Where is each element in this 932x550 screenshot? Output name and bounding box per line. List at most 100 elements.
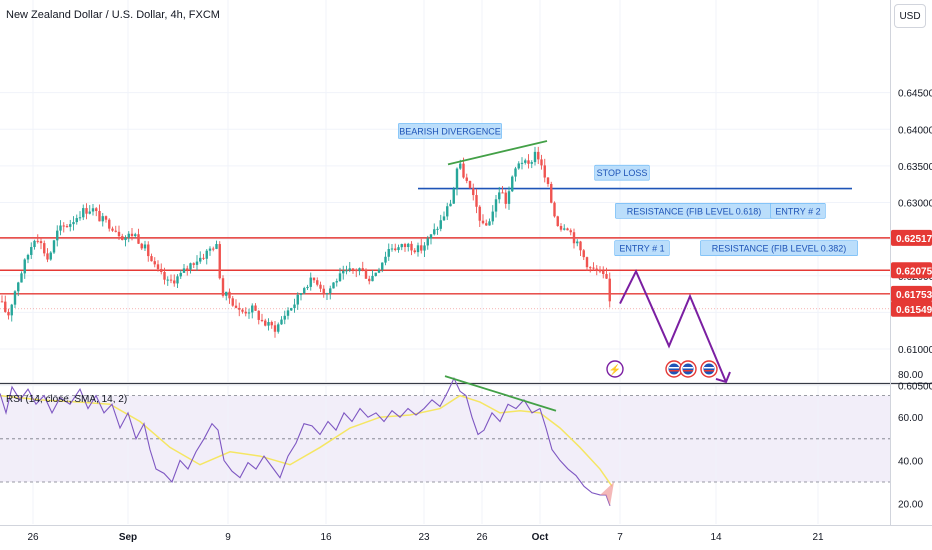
- candle: [355, 268, 358, 278]
- candle: [384, 251, 387, 266]
- candle-body: [426, 238, 429, 246]
- candle-body: [572, 232, 576, 244]
- candle: [423, 242, 426, 257]
- candle: [553, 201, 556, 218]
- rsi-line: [0, 377, 611, 506]
- candle: [592, 262, 595, 271]
- candle: [140, 242, 143, 251]
- flag-inner: [703, 363, 715, 375]
- candle-body: [88, 211, 91, 214]
- candle-body: [137, 234, 140, 244]
- candle: [7, 308, 10, 320]
- candle-body: [173, 280, 176, 284]
- candle-body: [215, 244, 218, 249]
- annotation-text: ENTRY # 2: [775, 206, 820, 216]
- candle: [524, 158, 527, 165]
- time-tick-label: 26: [476, 532, 488, 543]
- candle: [563, 224, 566, 231]
- candle: [111, 226, 114, 232]
- candle-body: [507, 191, 511, 204]
- candle-body: [309, 277, 312, 287]
- candle-body: [550, 183, 553, 203]
- candle-body: [13, 291, 17, 305]
- candle-body: [4, 301, 7, 312]
- candle-body: [121, 236, 124, 241]
- candle: [368, 275, 371, 285]
- candle: [270, 320, 273, 329]
- candle: [585, 256, 589, 272]
- candle-body: [147, 244, 150, 257]
- annotation-text: ENTRY # 1: [619, 244, 664, 254]
- candle-body: [7, 311, 10, 316]
- candle: [280, 316, 283, 325]
- candle: [517, 161, 520, 170]
- candle: [514, 166, 517, 182]
- candle: [306, 284, 309, 291]
- candle-body: [332, 282, 335, 289]
- candle-body: [59, 225, 62, 231]
- candle: [403, 242, 407, 252]
- candle-body: [514, 168, 517, 177]
- candle: [4, 295, 7, 313]
- price-tag-label: 0.62075: [896, 266, 932, 277]
- time-tick-label: 21: [812, 532, 824, 543]
- candle: [114, 225, 117, 233]
- candle: [65, 224, 69, 228]
- annotation-box: [398, 123, 502, 139]
- event-marker[interactable]: 🇺🇸: [679, 360, 697, 378]
- candle-body: [579, 241, 582, 251]
- price-tick-label: 0.61000: [898, 345, 932, 356]
- candle: [332, 282, 335, 289]
- candle: [400, 243, 403, 251]
- candle: [221, 275, 225, 298]
- candle: [377, 267, 381, 274]
- candle: [446, 202, 449, 220]
- candle-body: [17, 282, 20, 292]
- candle-body: [72, 222, 75, 225]
- candle: [546, 177, 550, 187]
- candle-body: [355, 269, 358, 272]
- candle: [478, 205, 481, 227]
- candle: [257, 310, 260, 325]
- candle-body: [533, 151, 537, 163]
- time-tick-label: 7: [617, 532, 623, 543]
- candle-body: [468, 180, 472, 189]
- price-tag: [891, 285, 932, 302]
- candle-body: [384, 256, 387, 263]
- candle: [530, 160, 533, 169]
- candle: [608, 272, 611, 308]
- candle-body: [602, 270, 605, 275]
- candle: [75, 214, 78, 225]
- candle-body: [65, 226, 69, 228]
- candle: [260, 313, 264, 323]
- candle: [43, 240, 46, 257]
- candle-body: [488, 221, 491, 226]
- annotation-label: ENTRY # 1: [614, 240, 670, 256]
- annotation-text: BEARISH DIVERGENCE: [399, 126, 501, 136]
- candle-body: [257, 310, 260, 320]
- rsi-indicator-label[interactable]: RSI (14, close, SMA, 14, 2): [6, 394, 128, 405]
- currency-button[interactable]: USD: [894, 4, 926, 28]
- candle-body: [368, 278, 371, 282]
- candle: [407, 242, 410, 252]
- candle-body: [160, 268, 163, 272]
- candle: [442, 211, 446, 222]
- candle-body: [280, 319, 283, 325]
- rsi-tick-label: 20.00: [898, 500, 923, 511]
- candle: [556, 215, 559, 227]
- candle: [527, 154, 530, 169]
- candle-body: [108, 219, 111, 229]
- candle: [381, 262, 384, 273]
- event-marker[interactable]: ⚡: [606, 360, 624, 378]
- flag-inner: [668, 363, 680, 375]
- candle-body: [452, 189, 455, 204]
- candle-body: [494, 199, 498, 212]
- candle: [108, 218, 111, 232]
- candle-body: [504, 192, 507, 204]
- candle: [589, 266, 592, 273]
- candle-body: [117, 231, 121, 237]
- flag-stripe: [704, 367, 714, 369]
- event-marker[interactable]: 🇺🇸: [665, 360, 683, 378]
- candle-body: [192, 263, 195, 265]
- event-marker[interactable]: 🇺🇸: [700, 360, 718, 378]
